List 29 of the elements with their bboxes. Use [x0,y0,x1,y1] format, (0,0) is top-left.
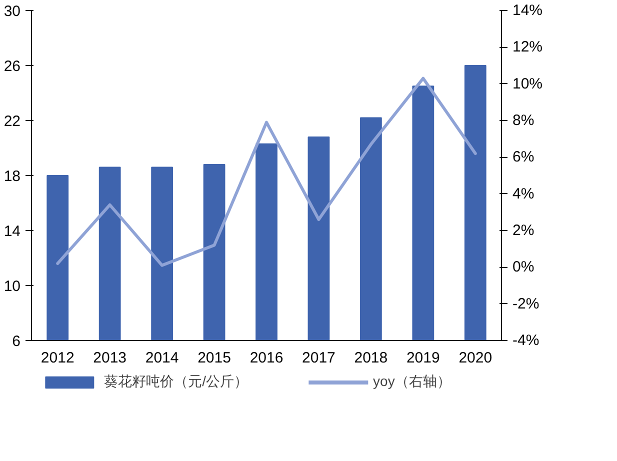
y-tick-label: 6 [12,333,20,350]
y-tick-label: 30 [4,3,21,20]
x-tick-label: 2019 [406,350,440,366]
y2-tick-label: 0% [512,258,534,276]
x-tick-label: 2015 [198,350,231,366]
line-series [56,76,477,267]
x-tick-label: 2020 [458,350,492,366]
legend-label: yoy（右轴） [373,373,451,391]
x-tick-label: 2014 [145,350,179,366]
y-tick-label: 14 [4,223,21,240]
y2-tick-label: 10% [512,75,543,92]
x-tick-label: 2017 [302,350,336,366]
y-tick-label: 10 [4,278,21,295]
y2-tick-label: 2% [512,222,534,239]
y2-tick-label: 8% [512,112,534,129]
y2-tick-label: 12% [512,38,543,56]
y2-tick-label: 14% [512,2,543,19]
y2-tick-label: -4% [512,332,540,349]
x-tick-label: 2013 [93,350,127,366]
y-tick-label: 26 [4,58,21,75]
y-tick-label: 22 [4,113,21,130]
y2-tick-label: 6% [512,148,534,166]
y2-tick-label: -2% [512,295,540,312]
legend-label: 葵花籽吨价（元/公斤） [104,373,248,391]
y-tick-label: 18 [4,168,21,185]
x-tick-label: 2018 [354,350,388,366]
x-tick-label: 2016 [250,350,284,366]
y2-tick-label: 4% [512,185,534,202]
x-tick-label: 2012 [40,350,74,366]
